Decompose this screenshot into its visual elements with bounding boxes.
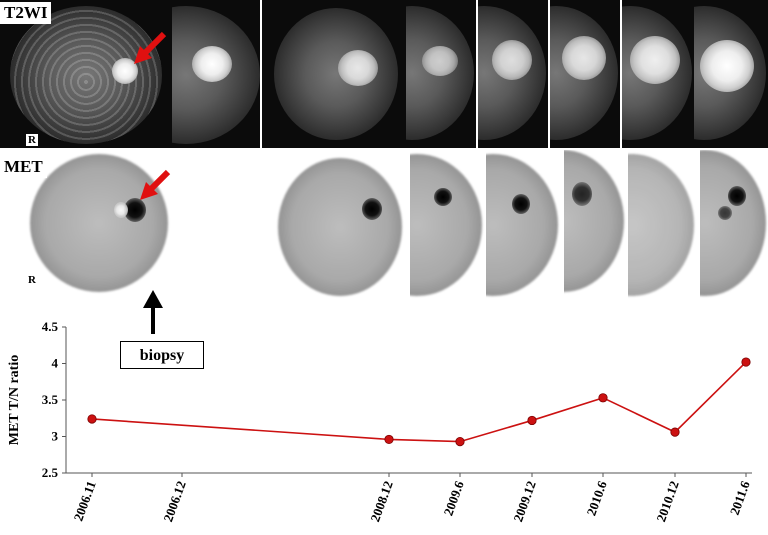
- x-tick-label: 2006.11: [71, 479, 99, 523]
- y-tick-label: 4.5: [42, 319, 59, 334]
- chart-axes: [65, 327, 752, 474]
- t2wi-panel-7: [622, 0, 694, 148]
- met-panel-2: [268, 150, 408, 300]
- data-point: [670, 427, 680, 437]
- x-tick-label: 2008.12: [367, 479, 396, 524]
- x-tick-label: 2011.6: [727, 478, 753, 517]
- x-tick-label: 2006.12: [160, 479, 189, 524]
- chart-series: [87, 357, 751, 447]
- met-panel-6: [628, 150, 698, 300]
- x-tick-label: 2009.6: [440, 478, 466, 517]
- data-point: [598, 393, 608, 403]
- met-label: MET: [0, 156, 47, 178]
- met-panel-7: [700, 150, 768, 300]
- x-tick-label: 2009.12: [510, 479, 539, 524]
- data-point: [527, 415, 537, 426]
- t2wi-panel-3: [262, 0, 406, 148]
- t2wi-panel-4: [406, 0, 476, 148]
- y-tick-label: 4: [52, 356, 59, 371]
- t2wi-panel-8: [694, 0, 768, 148]
- t2wi-panel-1: [0, 0, 172, 148]
- y-tick-label: 3.5: [42, 392, 59, 407]
- met-ratio-chart: 2.5 3 3.5 4 4.5 2006.11 2006.12 2008.12 2009.6 20…: [7, 319, 753, 524]
- t2wi-panel-2: [172, 0, 260, 148]
- data-point: [455, 437, 465, 447]
- data-point: [741, 357, 751, 367]
- biopsy-arrow-icon: [143, 290, 163, 334]
- data-point: [384, 434, 394, 445]
- lesion-marker: [112, 58, 138, 84]
- t2wi-panel-6: [550, 0, 620, 148]
- met-panel-5: [564, 150, 628, 300]
- t2wi-panel-5: [478, 0, 548, 148]
- y-tick-label: 3: [52, 429, 59, 444]
- met-panel-3: [410, 150, 486, 300]
- y-tick-label: 2.5: [42, 465, 59, 480]
- t2wi-label: T2WI: [0, 2, 52, 24]
- met-panel-4: [486, 150, 562, 300]
- orientation-r-met: R: [26, 274, 38, 286]
- data-point: [87, 414, 97, 424]
- red-arrow-icon: [140, 169, 171, 200]
- x-tick-label: 2010.12: [653, 479, 682, 524]
- series-line: [91, 361, 747, 443]
- x-tick-label: 2010.6: [583, 478, 609, 517]
- met-panel-1: [0, 150, 180, 300]
- y-axis-title: MET T/N ratio: [7, 355, 22, 446]
- red-arrow-icon: [134, 31, 167, 64]
- biopsy-label: biopsy: [120, 341, 204, 369]
- orientation-r-t2: R: [26, 134, 38, 146]
